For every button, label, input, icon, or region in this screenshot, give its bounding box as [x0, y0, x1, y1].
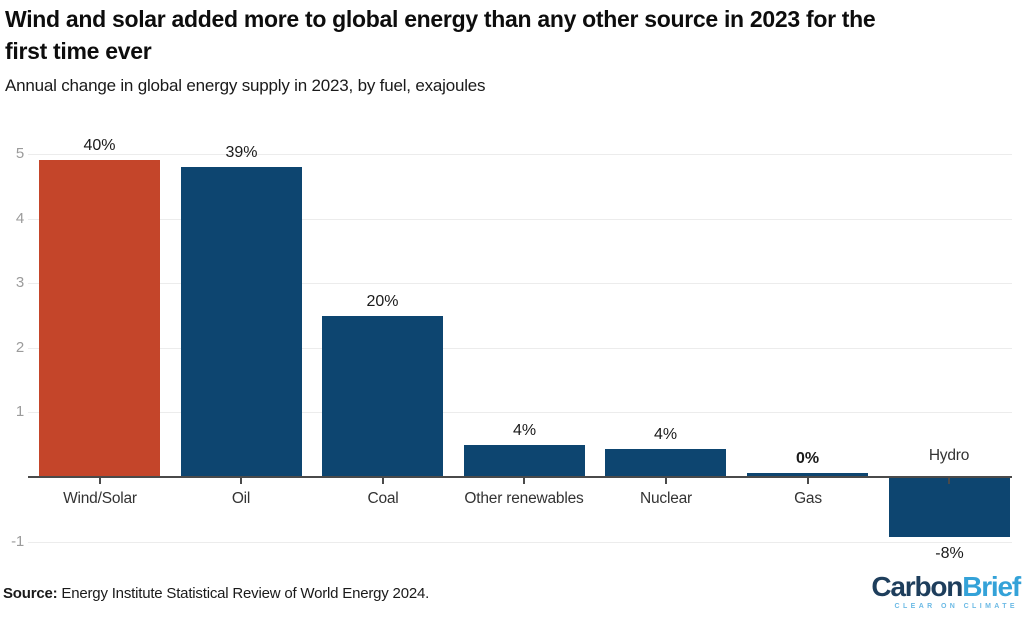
x-axis-tick [807, 478, 809, 484]
y-axis-tick-label: 3 [15, 274, 24, 291]
x-axis-tick [948, 478, 950, 484]
x-axis-line [28, 476, 1012, 478]
bar-value-label-hydro: -8% [935, 545, 964, 562]
y-axis-tick-label: 1 [15, 403, 24, 420]
carbonbrief-logo-text: CarbonBrief [850, 571, 1021, 602]
gridline-2 [28, 348, 1012, 349]
logo-carbon-text: Carbon [871, 571, 963, 602]
x-axis-tick [665, 478, 667, 484]
bar-value-label-oil: 39% [225, 144, 258, 161]
category-label-coal: Coal [367, 490, 399, 507]
logo-brief-text: Brief [962, 571, 1021, 602]
source-note: Source: Energy Institute Statistical Rev… [3, 585, 429, 602]
bar-hydro [889, 477, 1010, 537]
chart-subtitle: Annual change in global energy supply in… [5, 76, 486, 95]
gridline-5 [28, 154, 1012, 155]
gridline-3 [28, 283, 1012, 284]
category-label-gas: Gas [794, 490, 822, 507]
bar-value-label-other-renewables: 4% [512, 422, 537, 439]
chart-title-line1: Wind and solar added more to global ener… [5, 6, 876, 32]
bar-coal [322, 316, 443, 478]
bar-wind-solar [39, 160, 160, 477]
bar-value-label-coal: 20% [366, 293, 399, 310]
gridline-1 [28, 412, 1012, 413]
logo-tagline: CLEAR ON CLIMATE [894, 603, 1018, 610]
category-label-wind-solar: Wind/Solar [63, 490, 137, 507]
y-axis-tick-label: -1 [11, 533, 24, 550]
category-label-oil: Oil [231, 490, 251, 507]
y-axis-tick-label: 5 [15, 145, 24, 162]
source-label: Source: [3, 585, 58, 602]
category-label-hydro: Hydro [928, 447, 970, 464]
y-axis-tick-label: 2 [15, 339, 24, 356]
bar-value-label-gas: 0% [795, 450, 820, 467]
x-axis-tick [523, 478, 525, 484]
bar-other-renewables [464, 445, 585, 477]
bar-oil [181, 167, 302, 477]
bar-value-label-wind-solar: 40% [83, 137, 116, 154]
category-label-nuclear: Nuclear [639, 490, 692, 507]
gridline--1 [28, 542, 1012, 543]
category-label-other-renewables: Other renewables [464, 490, 584, 507]
x-axis-tick [382, 478, 384, 484]
x-axis-tick [240, 478, 242, 484]
carbonbrief-logo: CarbonBrief CLEAR ON CLIMATE [850, 571, 1021, 611]
bar-nuclear [605, 449, 726, 477]
gridline-4 [28, 219, 1012, 220]
source-text: Energy Institute Statistical Review of W… [57, 585, 430, 602]
chart-title: Wind and solar added more to global ener… [5, 3, 1019, 67]
y-axis-tick-label: 4 [15, 210, 24, 227]
bar-value-label-nuclear: 4% [653, 426, 678, 443]
chart-title-line2: first time ever [5, 38, 152, 64]
bar-gas [747, 473, 868, 477]
x-axis-tick [99, 478, 101, 484]
